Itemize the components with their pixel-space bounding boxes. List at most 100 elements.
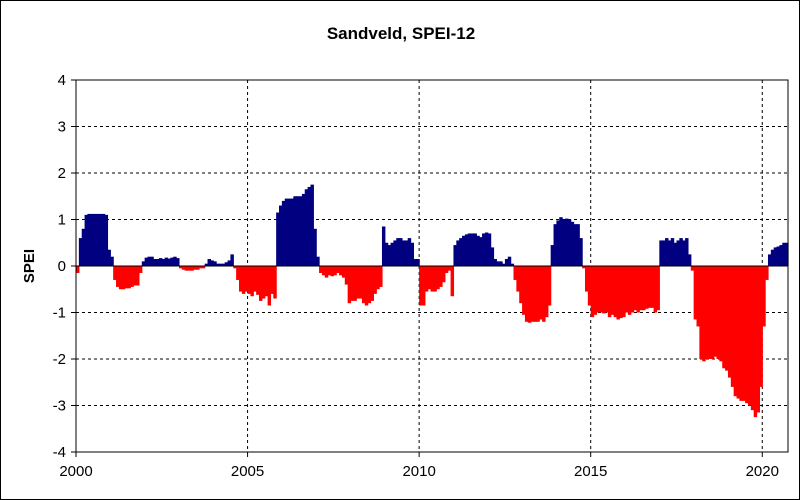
bar	[659, 240, 663, 266]
bar	[513, 266, 517, 280]
bar	[625, 266, 629, 313]
bar	[324, 266, 329, 278]
bar	[530, 266, 535, 322]
bar	[662, 240, 666, 266]
bar	[779, 245, 783, 266]
bar	[236, 266, 240, 280]
bar	[533, 266, 537, 322]
bar	[544, 266, 549, 318]
bar	[539, 266, 543, 320]
bar	[270, 266, 274, 294]
bar	[622, 266, 626, 318]
bar	[747, 266, 752, 406]
bar	[101, 213, 106, 266]
bar	[281, 200, 286, 266]
bar	[636, 266, 640, 313]
bar	[107, 249, 111, 266]
bar	[447, 266, 452, 271]
bar	[113, 266, 117, 280]
y-tick-label: -4	[53, 444, 66, 461]
bar	[87, 213, 91, 266]
bar	[313, 228, 317, 266]
bar	[484, 232, 489, 266]
bar	[776, 246, 781, 266]
bar	[450, 266, 455, 297]
bar	[419, 266, 423, 306]
bar	[762, 266, 766, 327]
bar	[401, 240, 406, 266]
bar	[476, 235, 480, 266]
bar	[261, 266, 266, 299]
bar	[750, 266, 755, 411]
bar	[479, 237, 483, 266]
bar	[582, 266, 586, 269]
bar	[110, 256, 114, 266]
bar	[316, 256, 320, 266]
bar	[490, 247, 495, 266]
bar	[610, 266, 615, 315]
bar	[327, 266, 332, 276]
bar	[736, 266, 740, 399]
bar	[156, 259, 160, 266]
y-tick-label: 4	[58, 72, 66, 89]
bar	[173, 256, 177, 266]
bar	[396, 238, 400, 266]
bar	[464, 234, 469, 266]
bar	[462, 235, 466, 266]
bar	[227, 260, 232, 266]
bar	[502, 263, 506, 266]
bar	[198, 266, 203, 269]
bar	[393, 240, 397, 266]
bar	[679, 238, 683, 266]
bar	[190, 266, 194, 271]
bar	[562, 219, 566, 266]
bar	[699, 266, 703, 359]
bar	[116, 266, 120, 287]
bar	[299, 196, 303, 266]
bar	[519, 266, 523, 304]
bar	[344, 266, 349, 285]
bar	[207, 259, 211, 266]
bar	[559, 217, 563, 266]
bar	[759, 266, 763, 387]
bar	[376, 266, 380, 290]
bar	[218, 263, 223, 266]
bar	[124, 266, 129, 289]
bar	[676, 240, 680, 266]
bar	[725, 266, 729, 371]
bar	[693, 266, 698, 320]
bar	[364, 266, 369, 306]
bar	[307, 186, 312, 266]
bar	[84, 214, 89, 266]
bar	[642, 266, 646, 311]
x-tick-label: 2020	[746, 463, 779, 480]
bar	[370, 266, 374, 301]
bar	[713, 266, 718, 357]
bar	[136, 266, 140, 286]
bar	[753, 266, 758, 418]
bar	[550, 245, 555, 266]
bar	[442, 266, 446, 283]
bar	[682, 240, 686, 266]
bar	[590, 266, 595, 318]
bar	[782, 242, 786, 266]
bar	[576, 224, 580, 266]
bar	[193, 266, 197, 270]
bar	[176, 258, 180, 266]
bar	[256, 266, 260, 295]
x-tick-label: 2000	[59, 463, 92, 480]
bar	[341, 266, 346, 278]
bar	[770, 249, 775, 266]
bar	[230, 254, 234, 267]
bar	[187, 266, 191, 271]
bar	[147, 256, 151, 266]
bar	[96, 213, 100, 266]
bar	[81, 228, 86, 266]
bar	[473, 233, 477, 266]
bar	[593, 266, 598, 315]
bar	[567, 219, 572, 266]
bar	[253, 266, 257, 292]
bar	[630, 266, 635, 313]
